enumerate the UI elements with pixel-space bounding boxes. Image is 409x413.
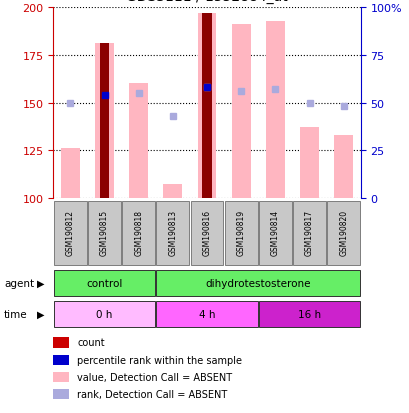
Bar <box>202 14 211 198</box>
Bar <box>156 270 359 296</box>
Bar <box>190 202 223 265</box>
Text: ▶: ▶ <box>37 309 45 319</box>
Text: GSM190820: GSM190820 <box>338 209 347 255</box>
Bar <box>224 202 257 265</box>
Bar <box>156 301 257 327</box>
Bar <box>53 389 69 399</box>
Bar <box>156 202 189 265</box>
Bar <box>258 202 291 265</box>
Bar <box>292 202 325 265</box>
Text: GSM190814: GSM190814 <box>270 209 279 255</box>
Bar <box>163 185 182 198</box>
Bar <box>265 21 284 198</box>
Text: GSM190817: GSM190817 <box>304 209 313 255</box>
Bar <box>129 84 148 198</box>
Bar <box>326 202 359 265</box>
Text: agent: agent <box>4 278 34 288</box>
Bar <box>88 202 121 265</box>
Text: ▶: ▶ <box>37 278 45 288</box>
Bar <box>197 14 216 198</box>
Text: GSM190818: GSM190818 <box>134 209 143 255</box>
Bar <box>53 337 69 348</box>
Bar <box>99 44 109 198</box>
Bar <box>333 135 352 198</box>
Text: GSM190813: GSM190813 <box>168 209 177 255</box>
Text: GSM190812: GSM190812 <box>66 209 75 255</box>
Bar <box>61 149 80 198</box>
Bar <box>258 301 359 327</box>
Text: percentile rank within the sample: percentile rank within the sample <box>77 355 242 365</box>
Bar <box>53 372 69 382</box>
Text: 4 h: 4 h <box>198 309 215 319</box>
Bar <box>95 44 114 198</box>
Text: dihydrotestosterone: dihydrotestosterone <box>205 278 310 288</box>
Text: 0 h: 0 h <box>96 309 112 319</box>
Text: GSM190816: GSM190816 <box>202 209 211 255</box>
Text: GSM190815: GSM190815 <box>100 209 109 255</box>
Title: GDS3111 / 1552884_at: GDS3111 / 1552884_at <box>126 0 287 5</box>
Bar <box>54 270 155 296</box>
Text: GSM190819: GSM190819 <box>236 209 245 255</box>
Text: 16 h: 16 h <box>297 309 320 319</box>
Text: count: count <box>77 337 105 348</box>
Bar <box>53 355 69 365</box>
Bar <box>54 301 155 327</box>
Text: control: control <box>86 278 122 288</box>
Bar <box>122 202 155 265</box>
Text: time: time <box>4 309 28 319</box>
Text: rank, Detection Call = ABSENT: rank, Detection Call = ABSENT <box>77 389 227 399</box>
Text: value, Detection Call = ABSENT: value, Detection Call = ABSENT <box>77 372 232 382</box>
Bar <box>54 202 87 265</box>
Bar <box>299 128 318 198</box>
Bar <box>231 25 250 198</box>
